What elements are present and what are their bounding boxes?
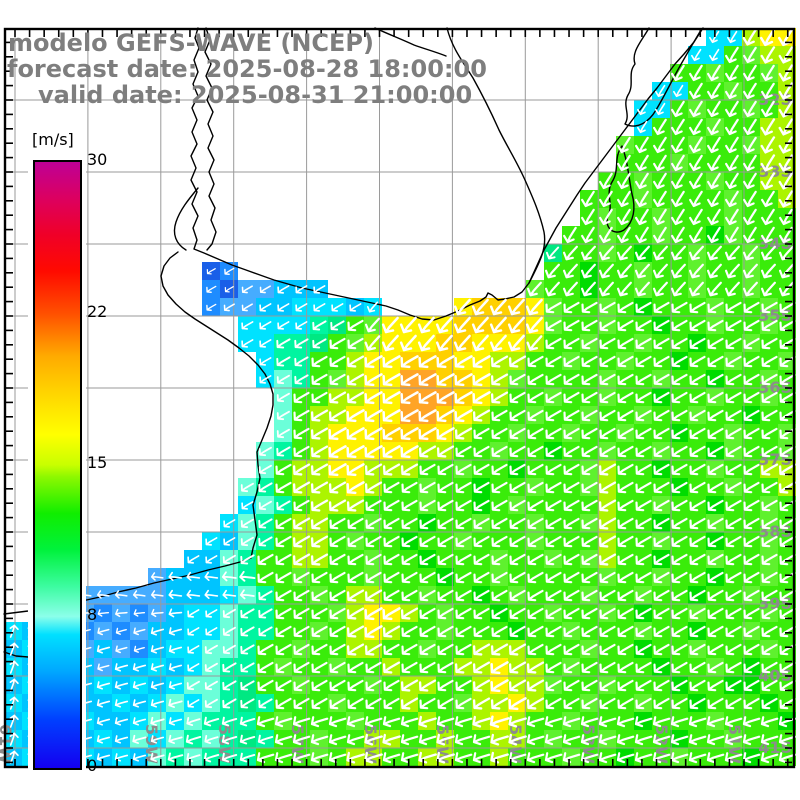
model-title: modelo GEFS-WAVE (NCEP) <box>8 29 374 57</box>
colorbar-tick-label: 30 <box>87 150 108 169</box>
colorbar-tick-label: 0 <box>87 756 98 775</box>
colorbar-gradient <box>33 160 82 770</box>
colorbar-tick-label: 8 <box>87 604 98 624</box>
colorbar-unit-label: [m/s] <box>32 130 74 149</box>
valid-date: valid date: 2025-08-31 21:00:00 <box>38 81 473 109</box>
colorbar-tick-label: 15 <box>87 453 108 472</box>
colorbar-tick-label: 22 <box>87 301 108 321</box>
forecast-date: forecast date: 2025-08-28 18:00:00 <box>7 55 487 83</box>
